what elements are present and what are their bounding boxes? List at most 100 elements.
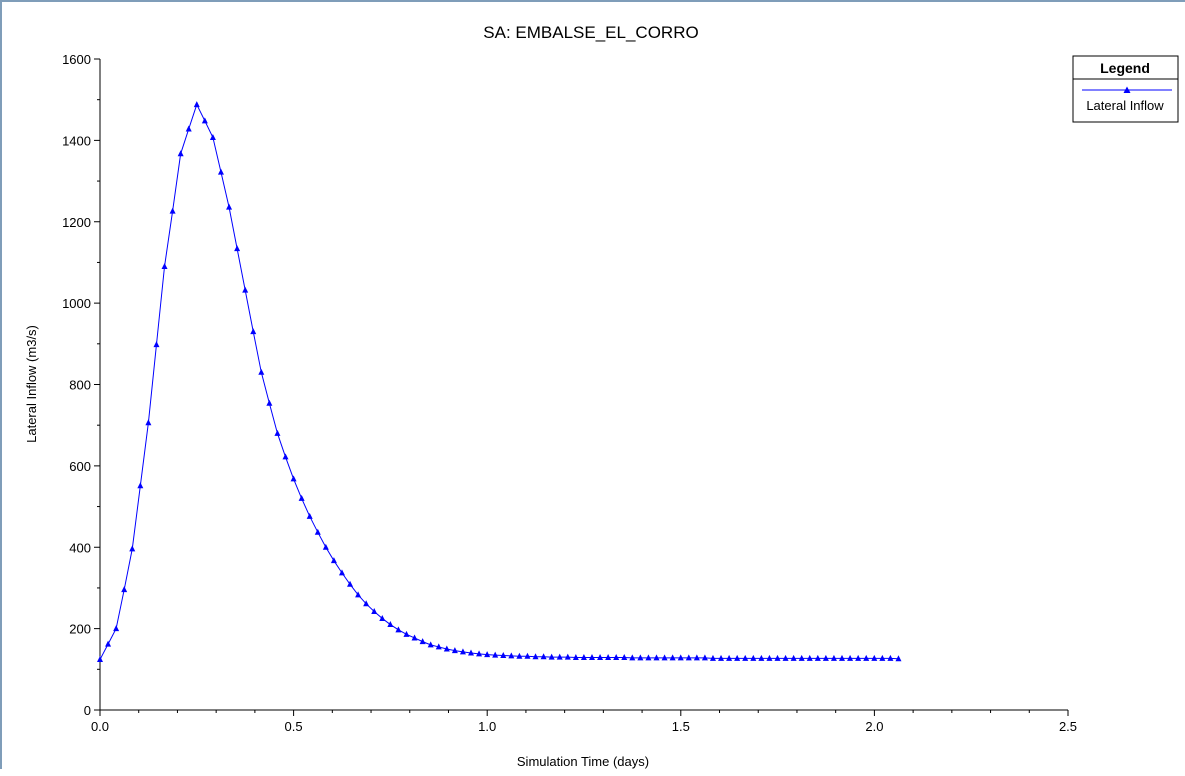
data-point-marker [435, 643, 442, 650]
data-point-marker [209, 134, 216, 141]
data-point-marker [201, 117, 208, 124]
legend-series-label: Lateral Inflow [1086, 98, 1164, 113]
data-point-marker [443, 645, 450, 652]
data-point-marker [806, 654, 813, 661]
data-point-marker [330, 557, 337, 564]
data-point-marker [621, 654, 628, 661]
y-axis-label: Lateral Inflow (m3/s) [24, 325, 39, 443]
data-point-marker [226, 203, 233, 210]
data-point-marker [613, 654, 620, 661]
data-point-marker [548, 653, 555, 660]
data-point-marker [774, 654, 781, 661]
data-point-marker [524, 652, 531, 659]
y-tick-label: 1400 [62, 133, 91, 148]
data-point-marker [185, 125, 192, 132]
legend-title: Legend [1100, 60, 1150, 76]
legend-box [1072, 55, 1179, 123]
data-point-marker [363, 600, 370, 607]
data-point-marker [419, 638, 426, 645]
data-point-marker [355, 591, 362, 598]
data-point-marker [217, 168, 224, 175]
data-point-marker [338, 569, 345, 576]
data-point-marker [564, 653, 571, 660]
data-point-marker [105, 640, 112, 647]
x-tick-label: 2.0 [865, 719, 883, 734]
data-point-marker [572, 654, 579, 661]
x-tick-label: 1.5 [672, 719, 690, 734]
chart-title: SA: EMBALSE_EL_CORRO [483, 23, 698, 42]
y-tick-label: 1600 [62, 52, 91, 67]
data-point-marker [839, 654, 846, 661]
y-tick-label: 800 [69, 378, 91, 393]
data-point-marker [387, 621, 394, 628]
x-tick-label: 1.0 [478, 719, 496, 734]
data-point-marker [701, 654, 708, 661]
data-point-marker [677, 654, 684, 661]
data-point-marker [403, 630, 410, 637]
data-point-marker [347, 580, 354, 587]
data-point-marker [476, 650, 483, 657]
x-tick-label: 0.0 [91, 719, 109, 734]
data-point-marker [580, 654, 587, 661]
y-tick-label: 1000 [62, 296, 91, 311]
data-point-marker [242, 286, 249, 293]
data-point-marker [314, 528, 321, 535]
data-point-marker [895, 655, 902, 662]
data-point-marker [451, 647, 458, 654]
x-tick-label: 0.5 [285, 719, 303, 734]
data-point-marker [887, 654, 894, 661]
data-point-marker [693, 654, 700, 661]
y-tick-label: 400 [69, 540, 91, 555]
data-point-marker [371, 608, 378, 615]
data-point-marker [97, 656, 103, 663]
data-point-marker [750, 654, 757, 661]
data-point-marker [258, 368, 265, 375]
data-point-marker [871, 654, 878, 661]
data-point-marker [508, 652, 515, 659]
data-point-marker [121, 586, 128, 593]
data-point-marker [653, 654, 660, 661]
y-tick-label: 1200 [62, 215, 91, 230]
data-point-marker [411, 634, 418, 641]
data-point-marker [516, 652, 523, 659]
data-point-marker [532, 653, 539, 660]
data-point-marker [234, 245, 241, 252]
data-point-marker [879, 654, 886, 661]
data-point-marker [290, 475, 297, 482]
x-axis-label: Simulation Time (days) [517, 754, 649, 769]
data-point-marker [129, 545, 136, 552]
data-point-marker [605, 654, 612, 661]
data-point-marker [177, 150, 184, 157]
data-point-marker [540, 653, 547, 660]
data-point-marker [468, 649, 475, 656]
data-point-marker [661, 654, 668, 661]
data-point-marker [395, 626, 402, 633]
data-point-marker [782, 654, 789, 661]
data-point-marker [742, 654, 749, 661]
data-point-marker [306, 512, 313, 519]
data-point-marker [161, 263, 168, 270]
data-point-marker [726, 654, 733, 661]
data-point-marker [814, 654, 821, 661]
data-point-marker [863, 654, 870, 661]
data-point-marker [597, 654, 604, 661]
data-point-marker [637, 654, 644, 661]
data-point-marker [193, 101, 200, 108]
data-point-marker [137, 482, 144, 489]
data-point-marker [169, 207, 176, 214]
data-point-marker [153, 341, 160, 348]
data-point-marker [459, 648, 466, 655]
data-point-marker [298, 494, 305, 501]
data-point-marker [847, 654, 854, 661]
data-point-marker [427, 641, 434, 648]
data-point-marker [282, 453, 289, 460]
data-point-marker [669, 654, 676, 661]
data-point-marker [758, 654, 765, 661]
data-point-marker [322, 543, 329, 550]
axes: 0 200 400 600 800 1000 1200 1400 1600 0.0 0.5 1.0 1.… [62, 52, 1077, 734]
data-point-marker [685, 654, 692, 661]
data-point-marker [379, 614, 386, 621]
data-point-marker [145, 419, 152, 426]
